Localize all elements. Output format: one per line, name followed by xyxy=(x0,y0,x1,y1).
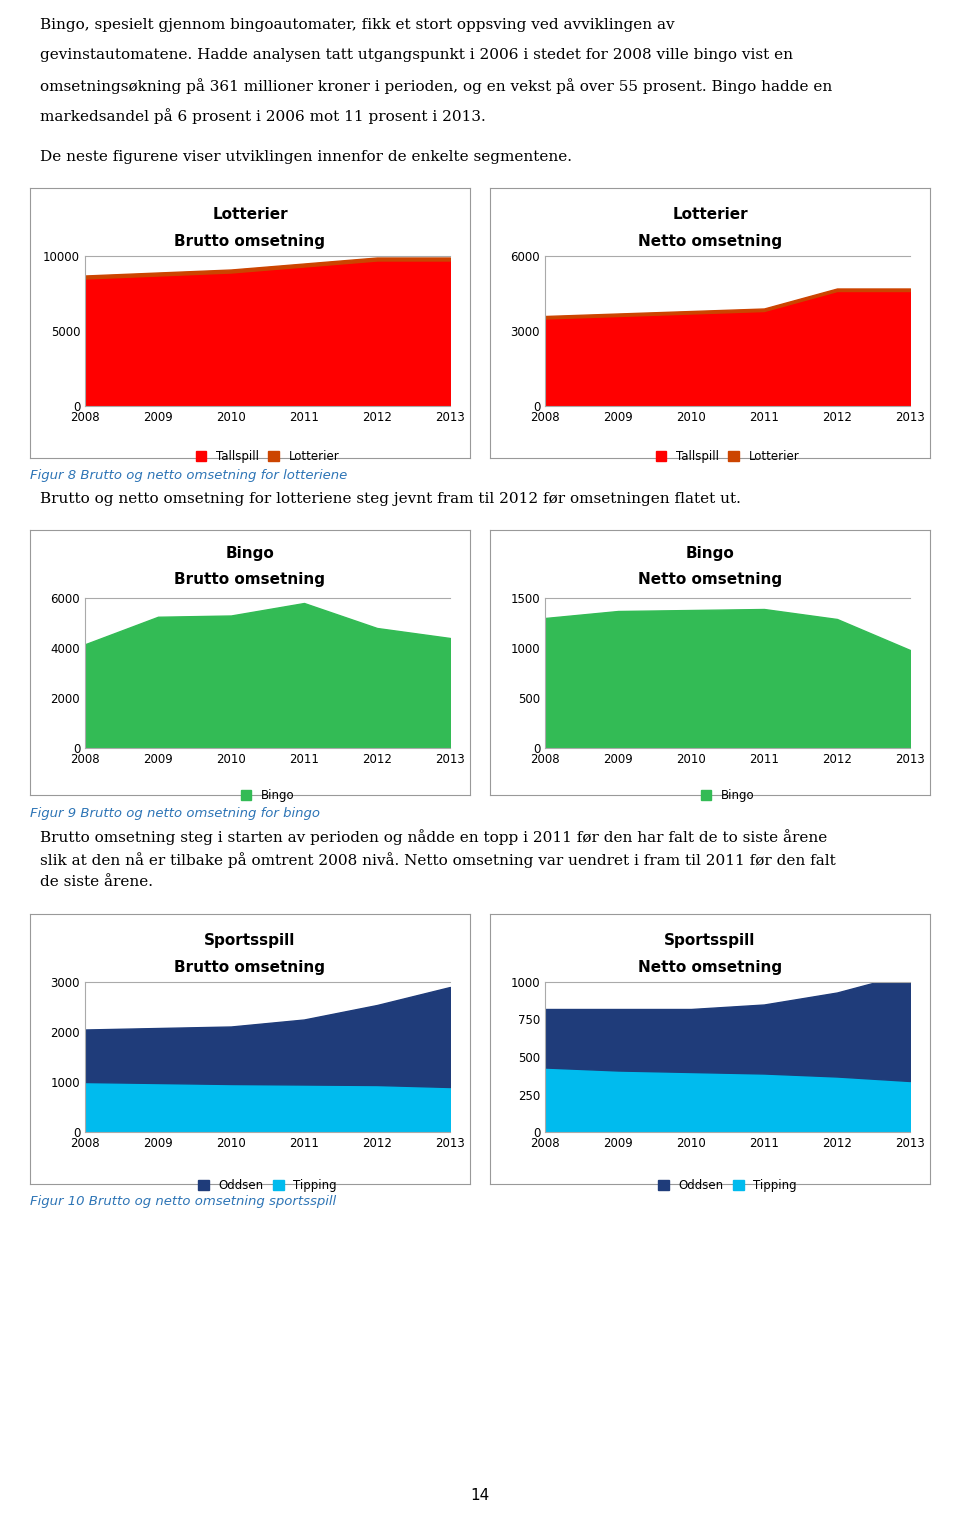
Text: gevinstautomatene. Hadde analysen tatt utgangspunkt i 2006 i stedet for 2008 vil: gevinstautomatene. Hadde analysen tatt u… xyxy=(40,48,793,62)
Text: Figur 9 Brutto og netto omsetning for bingo: Figur 9 Brutto og netto omsetning for bi… xyxy=(30,807,320,819)
Text: Netto omsetning: Netto omsetning xyxy=(638,960,782,975)
Text: Brutto omsetning steg i starten av perioden og nådde en topp i 2011 før den har : Brutto omsetning steg i starten av perio… xyxy=(40,830,828,845)
Text: slik at den nå er tilbake på omtrent 2008 nivå. Netto omsetning var uendret i fr: slik at den nå er tilbake på omtrent 200… xyxy=(40,852,836,868)
Text: 14: 14 xyxy=(470,1488,490,1503)
Text: Sportsspill: Sportsspill xyxy=(204,933,296,948)
Text: Netto omsetning: Netto omsetning xyxy=(638,233,782,248)
Text: Brutto og netto omsetning for lotteriene steg jevnt fram til 2012 før omsetninge: Brutto og netto omsetning for lotteriene… xyxy=(40,492,741,506)
Legend: Oddsen, Tipping: Oddsen, Tipping xyxy=(659,1179,797,1192)
Text: Bingo, spesielt gjennom bingoautomater, fikk et stort oppsving ved avviklingen a: Bingo, spesielt gjennom bingoautomater, … xyxy=(40,18,675,32)
Text: de siste årene.: de siste årene. xyxy=(40,875,153,889)
Text: Brutto omsetning: Brutto omsetning xyxy=(175,233,325,248)
Text: Brutto omsetning: Brutto omsetning xyxy=(175,572,325,587)
Text: Netto omsetning: Netto omsetning xyxy=(638,572,782,587)
Text: Figur 10 Brutto og netto omsetning sportsspill: Figur 10 Brutto og netto omsetning sport… xyxy=(30,1196,336,1208)
Text: Bingo: Bingo xyxy=(685,547,734,560)
Text: omsetningsøkning på 361 millioner kroner i perioden, og en vekst på over 55 pros: omsetningsøkning på 361 millioner kroner… xyxy=(40,79,832,94)
Legend: Tallspill, Lotterier: Tallspill, Lotterier xyxy=(656,450,799,463)
Text: Brutto omsetning: Brutto omsetning xyxy=(175,960,325,975)
Text: Lotterier: Lotterier xyxy=(212,207,288,223)
Legend: Bingo: Bingo xyxy=(701,789,755,802)
Text: Lotterier: Lotterier xyxy=(672,207,748,223)
Text: Sportsspill: Sportsspill xyxy=(664,933,756,948)
Legend: Tallspill, Lotterier: Tallspill, Lotterier xyxy=(196,450,339,463)
Text: Figur 8 Brutto og netto omsetning for lotteriene: Figur 8 Brutto og netto omsetning for lo… xyxy=(30,469,348,483)
Legend: Oddsen, Tipping: Oddsen, Tipping xyxy=(199,1179,337,1192)
Legend: Bingo: Bingo xyxy=(241,789,295,802)
Text: De neste figurene viser utviklingen innenfor de enkelte segmentene.: De neste figurene viser utviklingen inne… xyxy=(40,150,572,164)
Text: markedsandel på 6 prosent i 2006 mot 11 prosent i 2013.: markedsandel på 6 prosent i 2006 mot 11 … xyxy=(40,107,486,124)
Text: Bingo: Bingo xyxy=(226,547,275,560)
